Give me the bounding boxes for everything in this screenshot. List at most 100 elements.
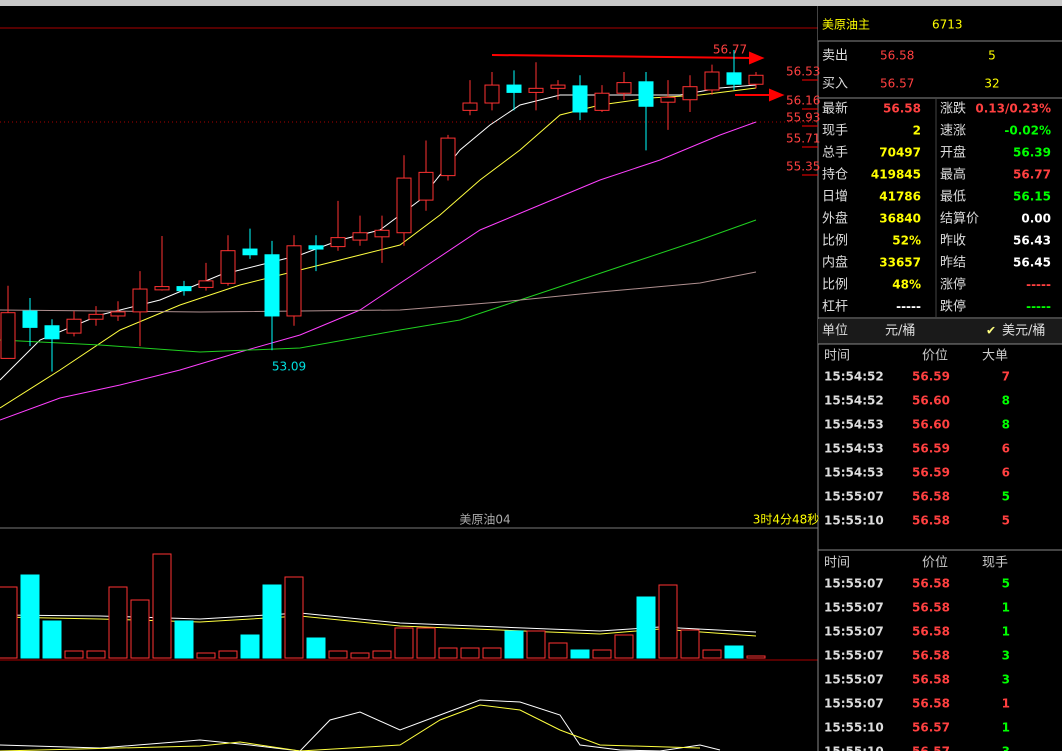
- volume-bar: [152, 553, 172, 659]
- tick-cell: 6: [1002, 442, 1010, 456]
- quote-price: 56.57: [880, 77, 914, 91]
- volume-bar: [64, 650, 84, 659]
- tick-cell: 56.59: [912, 442, 950, 456]
- column-header: 大单: [982, 349, 1008, 364]
- tick-cell: 56.58: [912, 673, 950, 687]
- volume-bar: [724, 645, 744, 659]
- tick-cell: 15:55:07: [824, 673, 884, 687]
- stat-value: -0.02%: [1004, 124, 1051, 138]
- stat-label: 最低: [940, 190, 966, 205]
- quote-volume: 5: [988, 49, 996, 63]
- tick-cell: 3: [1002, 649, 1010, 663]
- volume-bar: [460, 647, 480, 659]
- volume-bar: [746, 655, 766, 659]
- volume-bar: [174, 620, 194, 659]
- candle-body: [528, 87, 544, 93]
- check-mark: ✔: [986, 324, 996, 338]
- volume-bar: [284, 576, 304, 659]
- ma-line: [0, 219, 757, 353]
- tick-cell: 56.58: [912, 490, 950, 504]
- stat-value: 52%: [892, 234, 921, 248]
- candle-body: [66, 318, 82, 334]
- tick-cell: 3: [1002, 673, 1010, 687]
- stat-label: 总手: [822, 146, 848, 161]
- tick-cell: 15:55:07: [824, 649, 884, 663]
- candle-body: [220, 250, 236, 284]
- column-header: 价位: [922, 349, 948, 364]
- candle-body: [352, 232, 368, 241]
- tick-cell: 1: [1002, 697, 1010, 711]
- candle-body: [462, 102, 478, 111]
- side-price-label: 55.35: [786, 160, 820, 174]
- indicator-line: [0, 704, 701, 751]
- stat-value: -----: [1026, 300, 1051, 314]
- high-label: 56.77: [713, 43, 747, 57]
- volume-bar: [42, 620, 62, 659]
- tick-cell: 56.58: [912, 697, 950, 711]
- stat-value: 2: [913, 124, 921, 138]
- unit-option[interactable]: 美元/桶: [1002, 324, 1045, 339]
- volume-bar: [548, 642, 568, 659]
- stat-label: 昨收: [940, 234, 966, 249]
- candle-body: [594, 92, 610, 111]
- tick-cell: 8: [1002, 394, 1010, 408]
- stat-label: 昨结: [940, 256, 966, 271]
- top-bar: [0, 0, 1062, 6]
- side-price-label: 56.16: [786, 94, 820, 108]
- side-price-label: 55.93: [786, 111, 820, 125]
- volume-bar: [526, 630, 546, 659]
- volume-bar: [504, 630, 524, 659]
- volume-bar: [0, 586, 18, 659]
- candle-body: [374, 229, 390, 238]
- arrow-head: [769, 88, 785, 102]
- column-header: 现手: [982, 556, 1008, 571]
- candle-body: [572, 85, 588, 113]
- stat-value: -----: [1026, 278, 1051, 292]
- stat-value: 36840: [879, 212, 921, 226]
- quote-label: 买入: [822, 77, 848, 92]
- stat-label: 日增: [822, 190, 848, 205]
- unit-option[interactable]: 元/桶: [885, 324, 915, 339]
- tick-cell: 5: [1002, 577, 1010, 591]
- tick-cell: 15:55:07: [824, 490, 884, 504]
- ma-line: [0, 121, 757, 421]
- stat-value: 56.15: [1013, 190, 1051, 204]
- stat-label: 开盘: [940, 145, 966, 161]
- volume-bar: [218, 650, 238, 659]
- candle-body: [330, 237, 346, 248]
- candle-body: [154, 286, 170, 291]
- unit-label: 单位: [822, 324, 848, 339]
- volume-bar: [658, 584, 678, 659]
- stat-label: 结算价: [940, 212, 979, 227]
- column-header: 价位: [922, 556, 948, 571]
- candle-body: [638, 81, 654, 107]
- indicator-line: [0, 699, 721, 751]
- unit-row: [818, 319, 1062, 344]
- tick-cell: 15:55:07: [824, 625, 884, 639]
- candle-body: [0, 312, 16, 359]
- low-label: 53.09: [272, 360, 306, 374]
- stat-label: 现手: [822, 124, 848, 139]
- instrument-name: 美原油主: [822, 18, 870, 32]
- tick-cell: 5: [1002, 514, 1010, 528]
- tick-cell: 6: [1002, 466, 1010, 480]
- stat-value: 56.58: [883, 102, 921, 116]
- stat-value: 70497: [879, 146, 921, 160]
- tick-cell: 15:55:10: [824, 745, 884, 751]
- candle-body: [22, 310, 38, 328]
- tick-cell: 56.60: [912, 418, 950, 432]
- contract-label: 美原油04: [459, 513, 510, 527]
- candle-body: [660, 96, 676, 103]
- candle-body: [616, 82, 632, 94]
- tick-cell: 5: [1002, 490, 1010, 504]
- tick-cell: 7: [1002, 370, 1010, 384]
- volume-bar: [86, 650, 106, 659]
- stat-value: -----: [896, 300, 921, 314]
- tick-cell: 15:55:07: [824, 577, 884, 591]
- volume-bar: [394, 627, 414, 659]
- tick-cell: 56.58: [912, 649, 950, 663]
- stat-value: 41786: [879, 190, 921, 204]
- candle-body: [748, 74, 764, 85]
- tick-cell: 15:55:07: [824, 697, 884, 711]
